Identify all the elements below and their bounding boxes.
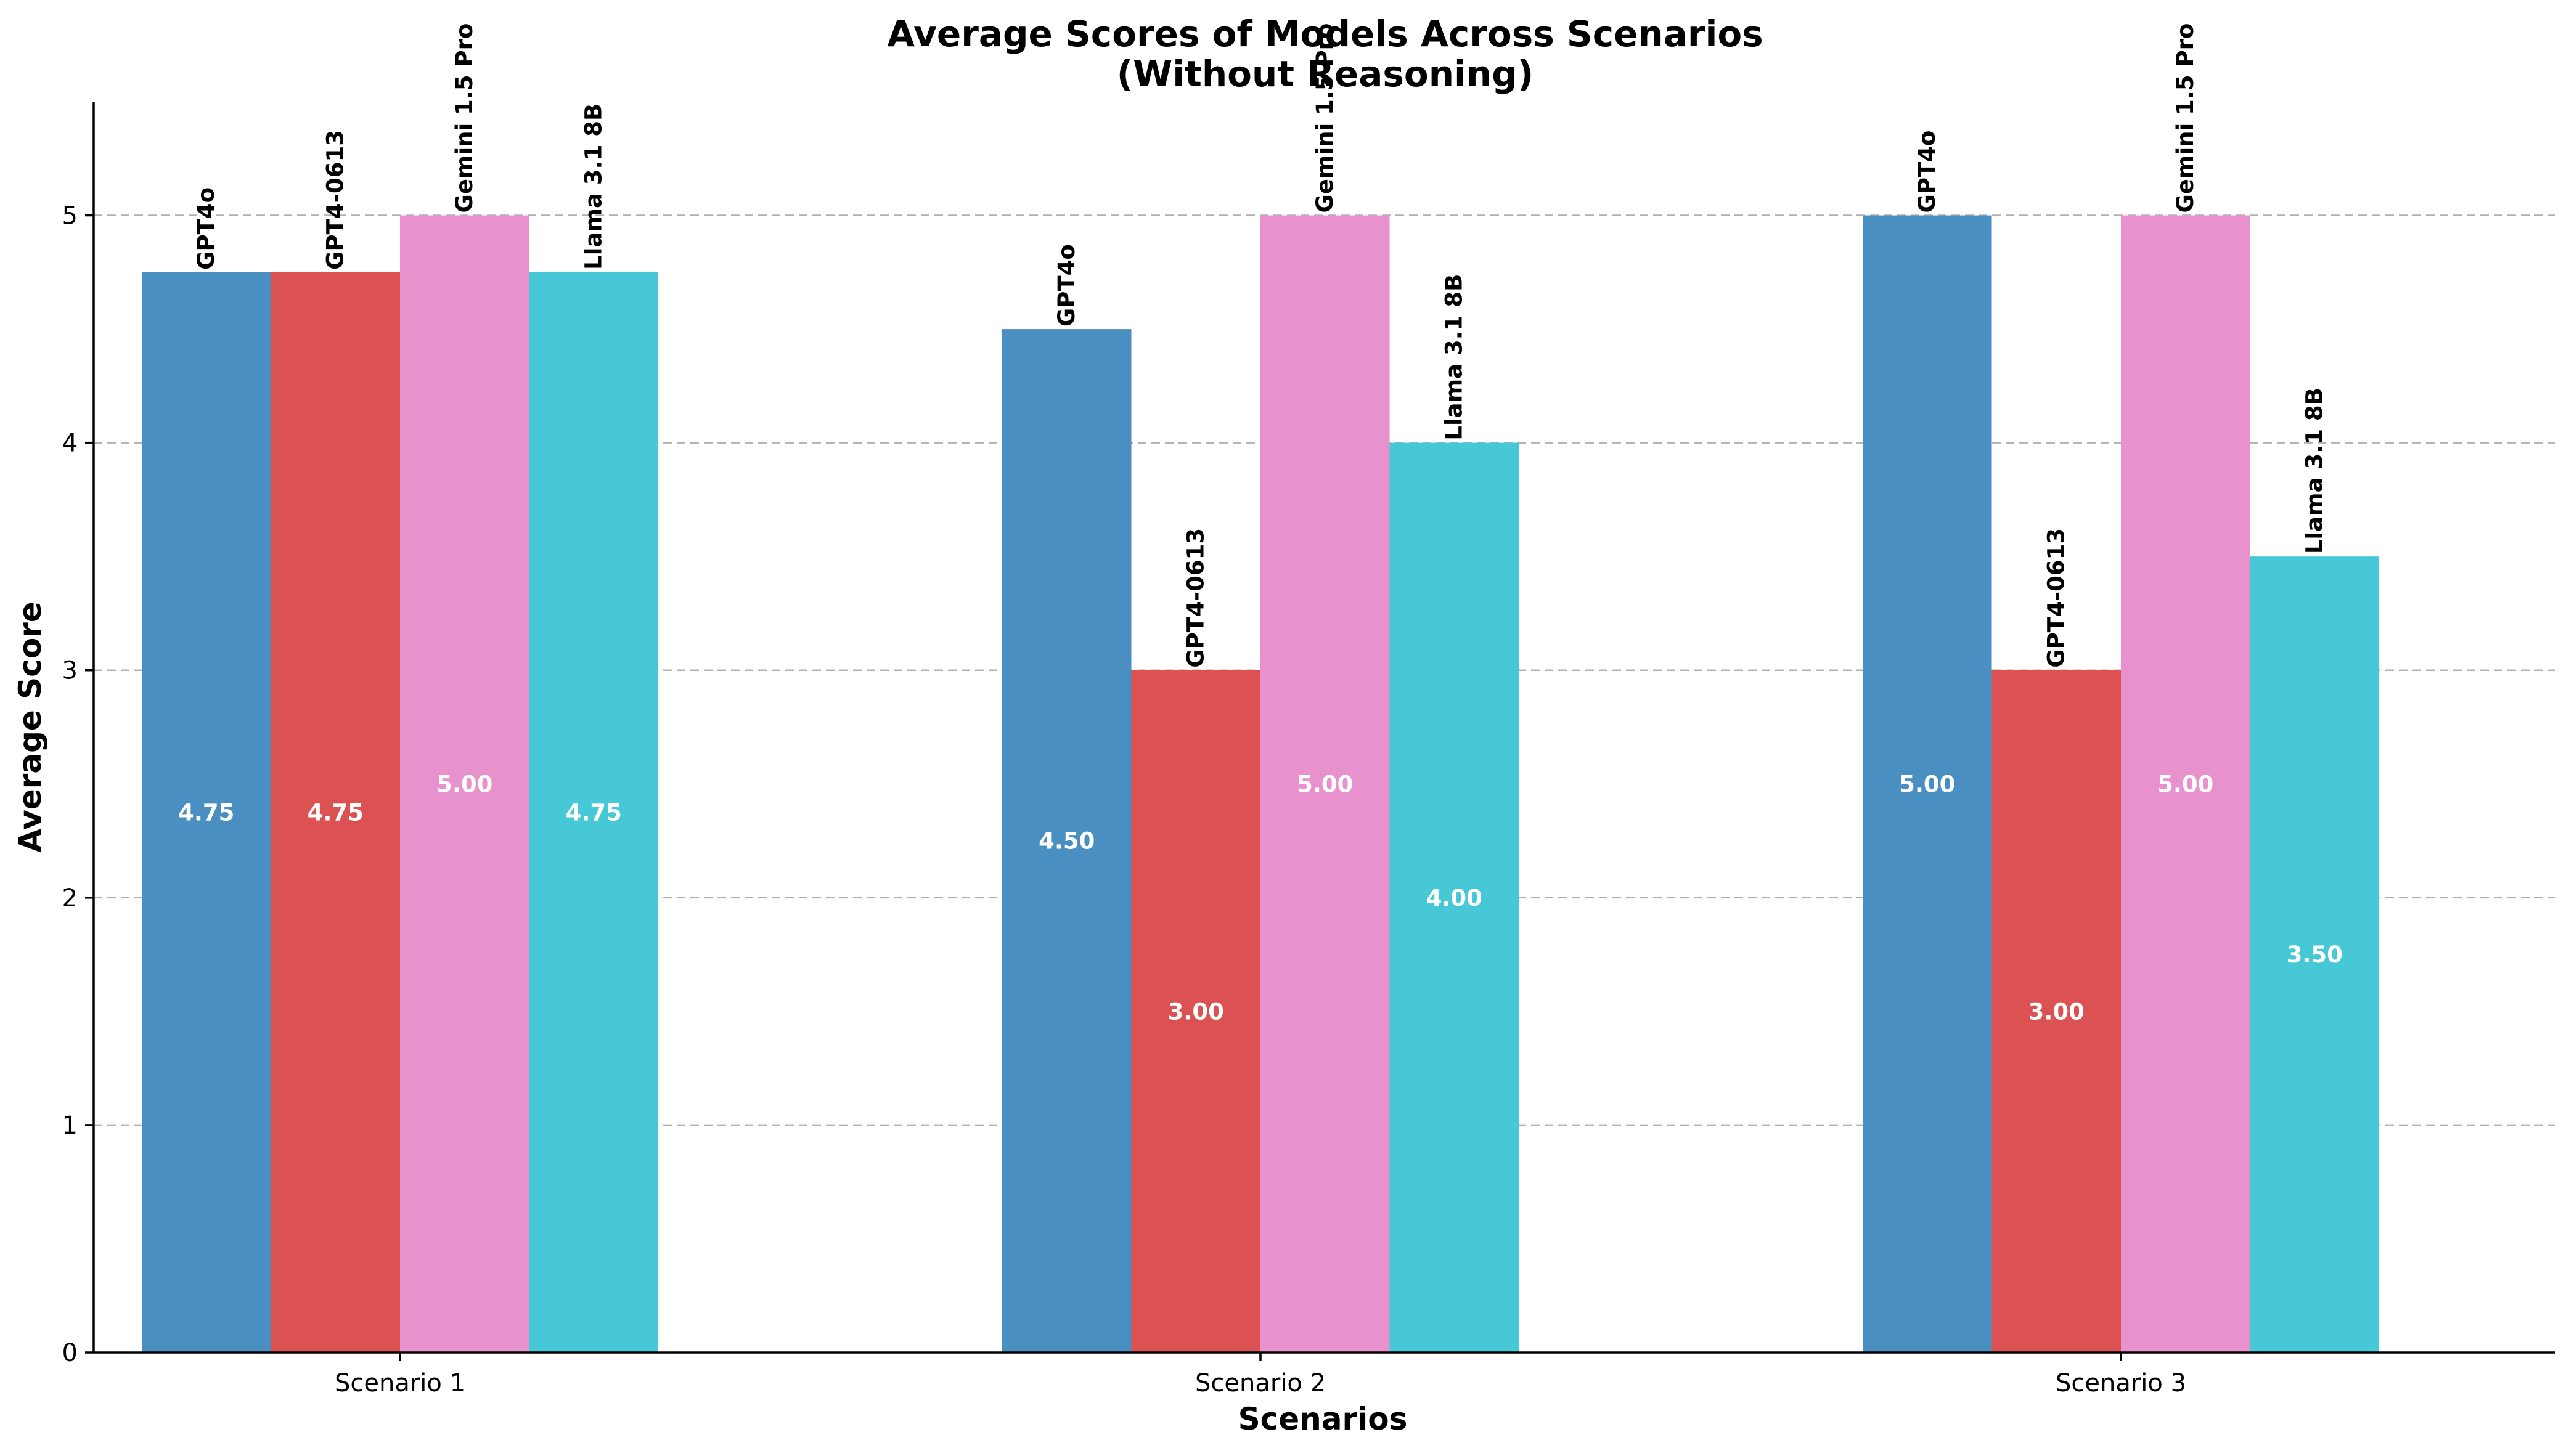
bar-series-label: GPT4o	[1053, 244, 1080, 327]
bar-labels: GPT4o 4.75 GPT4o 4.50 GPT4o 5.00 GPT4-0613 4.75…	[178, 23, 2343, 1025]
bar-series-label: Gemini 1.5 Pro	[2172, 23, 2199, 213]
y-tick-label: 4	[62, 429, 78, 458]
x-tick-label: Scenario 2	[1195, 1369, 1326, 1397]
bar	[2121, 215, 2250, 1353]
x-axis-label: Scenarios	[1238, 1401, 1408, 1437]
x-tick-label: Scenario 3	[2056, 1369, 2186, 1397]
bar-series-label: GPT4-0613	[2043, 528, 2069, 668]
bar-value-label: 5.00	[2157, 771, 2213, 797]
bar-value-label: 3.00	[1168, 998, 1224, 1025]
ticks: 0 1 2 3 4 5 Scenario 1 Scenario 2 Scenario 3	[62, 202, 2186, 1397]
bar	[1131, 670, 1260, 1352]
y-tick-label: 3	[62, 657, 78, 685]
bar-value-label: 3.50	[2287, 942, 2343, 968]
bar-value-label: 5.00	[1899, 771, 1955, 797]
bar	[1389, 442, 1519, 1352]
y-tick-label: 2	[62, 884, 78, 913]
bar-series-label: GPT4-0613	[1182, 528, 1209, 668]
bar-value-label: 4.75	[178, 799, 234, 826]
bar	[2250, 556, 2379, 1352]
bar-value-label: 5.00	[1297, 771, 1353, 797]
bar-series-label: Gemini 1.5 Pro	[1312, 23, 1338, 213]
bar-series-label: GPT4o	[193, 187, 219, 270]
bar-series-label: Llama 3.1 8B	[1440, 274, 1467, 441]
bar	[1991, 670, 2121, 1352]
axes	[92, 102, 2555, 1354]
bar	[400, 215, 529, 1353]
bar	[1260, 215, 1390, 1353]
bar-series-label: Gemini 1.5 Pro	[451, 23, 478, 213]
bar-series-label: GPT4o	[1914, 131, 1940, 213]
y-tick-label: 1	[62, 1112, 78, 1140]
bar-value-label: 5.00	[436, 771, 492, 797]
bar-value-label: 4.75	[566, 799, 622, 826]
bar	[1863, 215, 1992, 1353]
bar	[142, 272, 271, 1353]
bar-series-label: Llama 3.1 8B	[2301, 388, 2327, 554]
bar-value-label: 3.00	[2028, 998, 2085, 1025]
bar-value-label: 4.75	[308, 799, 364, 826]
chart-subtitle: (Without Reasoning)	[1117, 53, 1534, 95]
bars	[142, 215, 2379, 1353]
bar	[529, 272, 658, 1353]
bar	[1002, 329, 1132, 1353]
y-axis-label: Average Score	[12, 601, 48, 853]
bar-value-label: 4.50	[1039, 828, 1095, 855]
y-tick-label: 5	[62, 202, 78, 230]
bar-series-label: GPT4-0613	[322, 130, 348, 270]
bar-series-label: Llama 3.1 8B	[580, 104, 607, 270]
chart-title: Average Scores of Models Across Scenario…	[887, 13, 1763, 55]
y-tick-label: 0	[62, 1339, 78, 1367]
bar	[271, 272, 400, 1353]
bar-value-label: 4.00	[1426, 885, 1482, 911]
x-tick-label: Scenario 1	[335, 1369, 465, 1397]
